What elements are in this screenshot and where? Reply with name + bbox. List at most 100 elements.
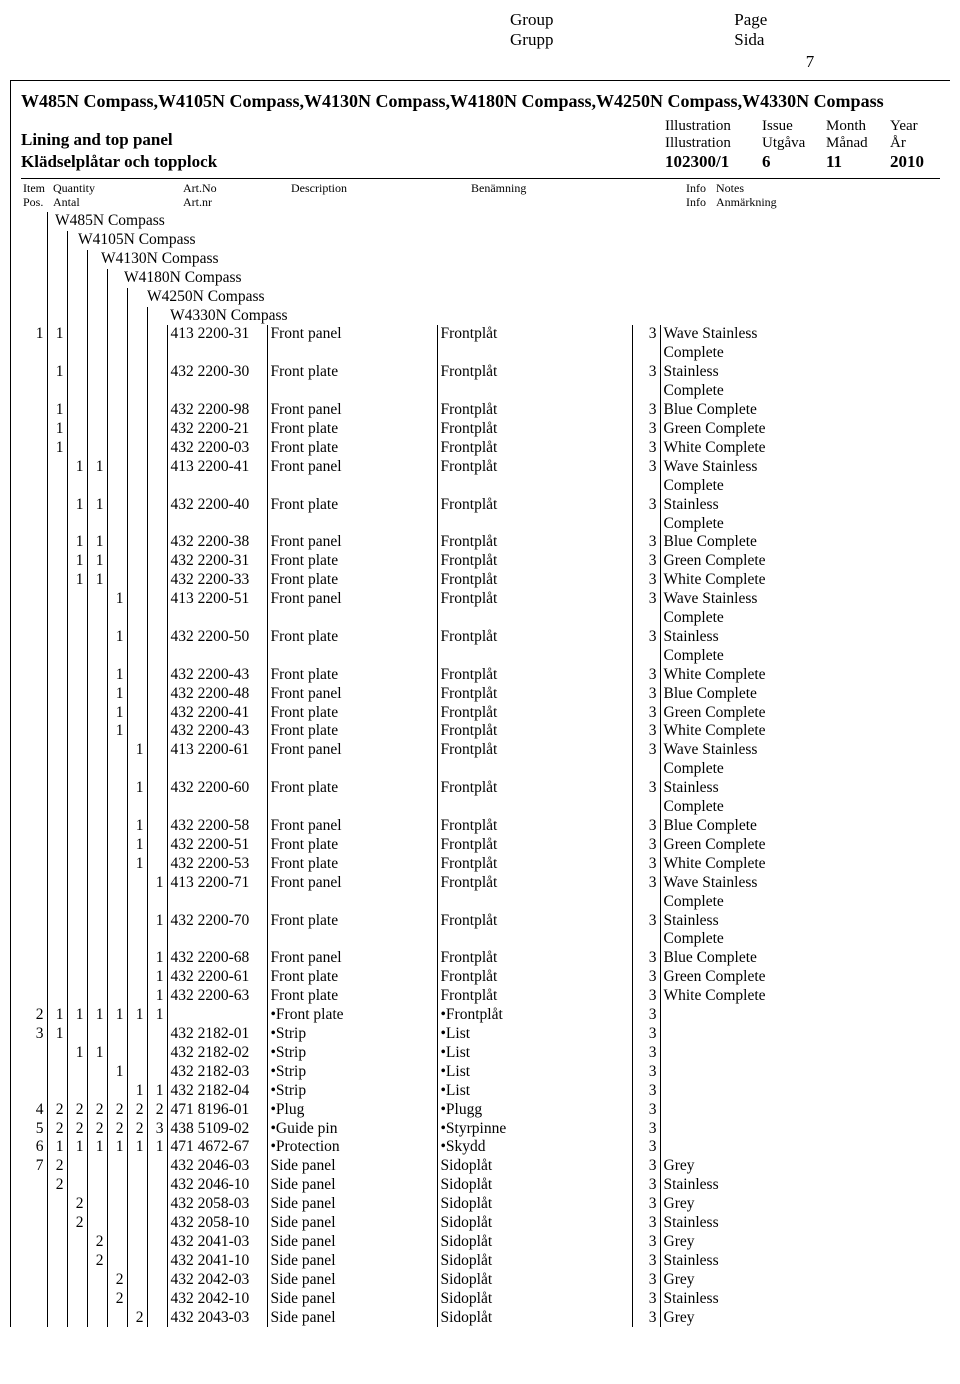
col-notes-sv: Anmärkning — [716, 195, 892, 210]
table-row: 2111111•Front plate•Frontplåt3 — [21, 1006, 940, 1025]
qty-cell — [107, 1044, 127, 1063]
cell — [47, 269, 67, 288]
qty-cell — [107, 893, 127, 912]
qty-cell — [127, 760, 147, 779]
ben-cell: Frontplåt — [437, 968, 632, 987]
qty-cell: 2 — [67, 1101, 87, 1120]
qty-cell — [147, 571, 167, 590]
qty-cell — [127, 1233, 147, 1252]
artno-cell: 432 2200-43 — [167, 666, 267, 685]
qty-cell — [107, 1214, 127, 1233]
qty-cell — [87, 1157, 107, 1176]
qty-cell — [147, 609, 167, 628]
item-cell — [21, 968, 47, 987]
item-cell — [21, 704, 47, 723]
qty-cell — [47, 552, 67, 571]
model-label: W4105N Compass — [78, 231, 196, 248]
qty-cell: 1 — [127, 1138, 147, 1157]
meta-year-val: 2010 — [890, 152, 940, 172]
qty-cell — [127, 401, 147, 420]
header-group-en: Group — [510, 10, 730, 30]
item-cell — [21, 1195, 47, 1214]
info-cell: 3 — [632, 855, 660, 874]
qty-cell: 1 — [87, 533, 107, 552]
ben-cell: Frontplåt — [437, 533, 632, 552]
qty-cell — [87, 590, 107, 609]
table-row: 1413 2200-71Front panelFrontplåt3Wave St… — [21, 874, 940, 893]
model-label: W4330N Compass — [170, 307, 288, 324]
qty-cell: 1 — [107, 704, 127, 723]
qty-cell — [107, 420, 127, 439]
ben-cell: Frontplåt — [437, 874, 632, 893]
qty-cell — [107, 987, 127, 1006]
artno-cell: 432 2200-30 — [167, 363, 267, 382]
qty-cell — [127, 930, 147, 949]
desc-cell: Front plate — [267, 855, 437, 874]
info-cell: 3 — [632, 722, 660, 741]
item-cell — [21, 893, 47, 912]
qty-cell — [107, 571, 127, 590]
column-header-row: Item Pos. Quantity Antal Art.No Art.nr D… — [21, 178, 940, 210]
qty-cell — [67, 930, 87, 949]
desc-cell — [267, 609, 437, 628]
ben-cell: Frontplåt — [437, 439, 632, 458]
artno-cell: 432 2200-31 — [167, 552, 267, 571]
info-cell — [632, 798, 660, 817]
qty-cell: 1 — [107, 722, 127, 741]
table-row: Complete — [21, 344, 940, 363]
table-row: Complete — [21, 893, 940, 912]
note-cell: Green Complete — [660, 552, 940, 571]
qty-cell — [147, 1233, 167, 1252]
table-row: 2432 2041-03Side panelSidoplåt3Grey — [21, 1233, 940, 1252]
item-cell — [21, 571, 47, 590]
qty-cell — [47, 496, 67, 515]
artno-cell: 413 2200-51 — [167, 590, 267, 609]
artno-cell: 432 2041-03 — [167, 1233, 267, 1252]
table-row: 1432 2200-63Front plateFrontplåt3White C… — [21, 987, 940, 1006]
item-cell: 3 — [21, 1025, 47, 1044]
note-cell: Complete — [660, 760, 940, 779]
qty-cell — [127, 949, 147, 968]
qty-cell — [127, 647, 147, 666]
qty-cell: 1 — [87, 1044, 107, 1063]
qty-cell — [87, 647, 107, 666]
artno-cell: 432 2200-98 — [167, 401, 267, 420]
cell — [21, 307, 47, 326]
ben-cell: Sidoplåt — [437, 1290, 632, 1309]
ben-cell: Frontplåt — [437, 685, 632, 704]
item-cell — [21, 1063, 47, 1082]
qty-cell — [107, 1233, 127, 1252]
info-cell: 3 — [632, 949, 660, 968]
qty-cell — [87, 325, 107, 344]
qty-cell: 1 — [107, 1138, 127, 1157]
qty-cell: 2 — [47, 1101, 67, 1120]
qty-cell: 1 — [147, 949, 167, 968]
qty-cell — [127, 874, 147, 893]
info-cell: 3 — [632, 1025, 660, 1044]
qty-cell — [67, 1176, 87, 1195]
note-cell: Green Complete — [660, 420, 940, 439]
qty-cell — [87, 987, 107, 1006]
item-cell — [21, 722, 47, 741]
table-row: Complete — [21, 609, 940, 628]
cell — [107, 307, 127, 326]
qty-cell — [127, 968, 147, 987]
note-cell: Stainless — [660, 1214, 940, 1233]
qty-cell — [67, 609, 87, 628]
qty-cell — [127, 1025, 147, 1044]
qty-cell — [127, 1271, 147, 1290]
qty-cell: 3 — [147, 1120, 167, 1139]
qty-cell — [87, 439, 107, 458]
ben-cell — [437, 930, 632, 949]
artno-cell: 413 2200-41 — [167, 458, 267, 477]
top-header: Group Page Grupp Sida 7 — [10, 10, 950, 72]
qty-cell — [127, 1044, 147, 1063]
table-row: Complete — [21, 515, 940, 534]
qty-cell — [87, 779, 107, 798]
desc-cell: Front plate — [267, 912, 437, 931]
qty-cell — [127, 590, 147, 609]
qty-cell — [67, 1157, 87, 1176]
info-cell — [632, 609, 660, 628]
item-cell: 1 — [21, 325, 47, 344]
qty-cell — [87, 798, 107, 817]
